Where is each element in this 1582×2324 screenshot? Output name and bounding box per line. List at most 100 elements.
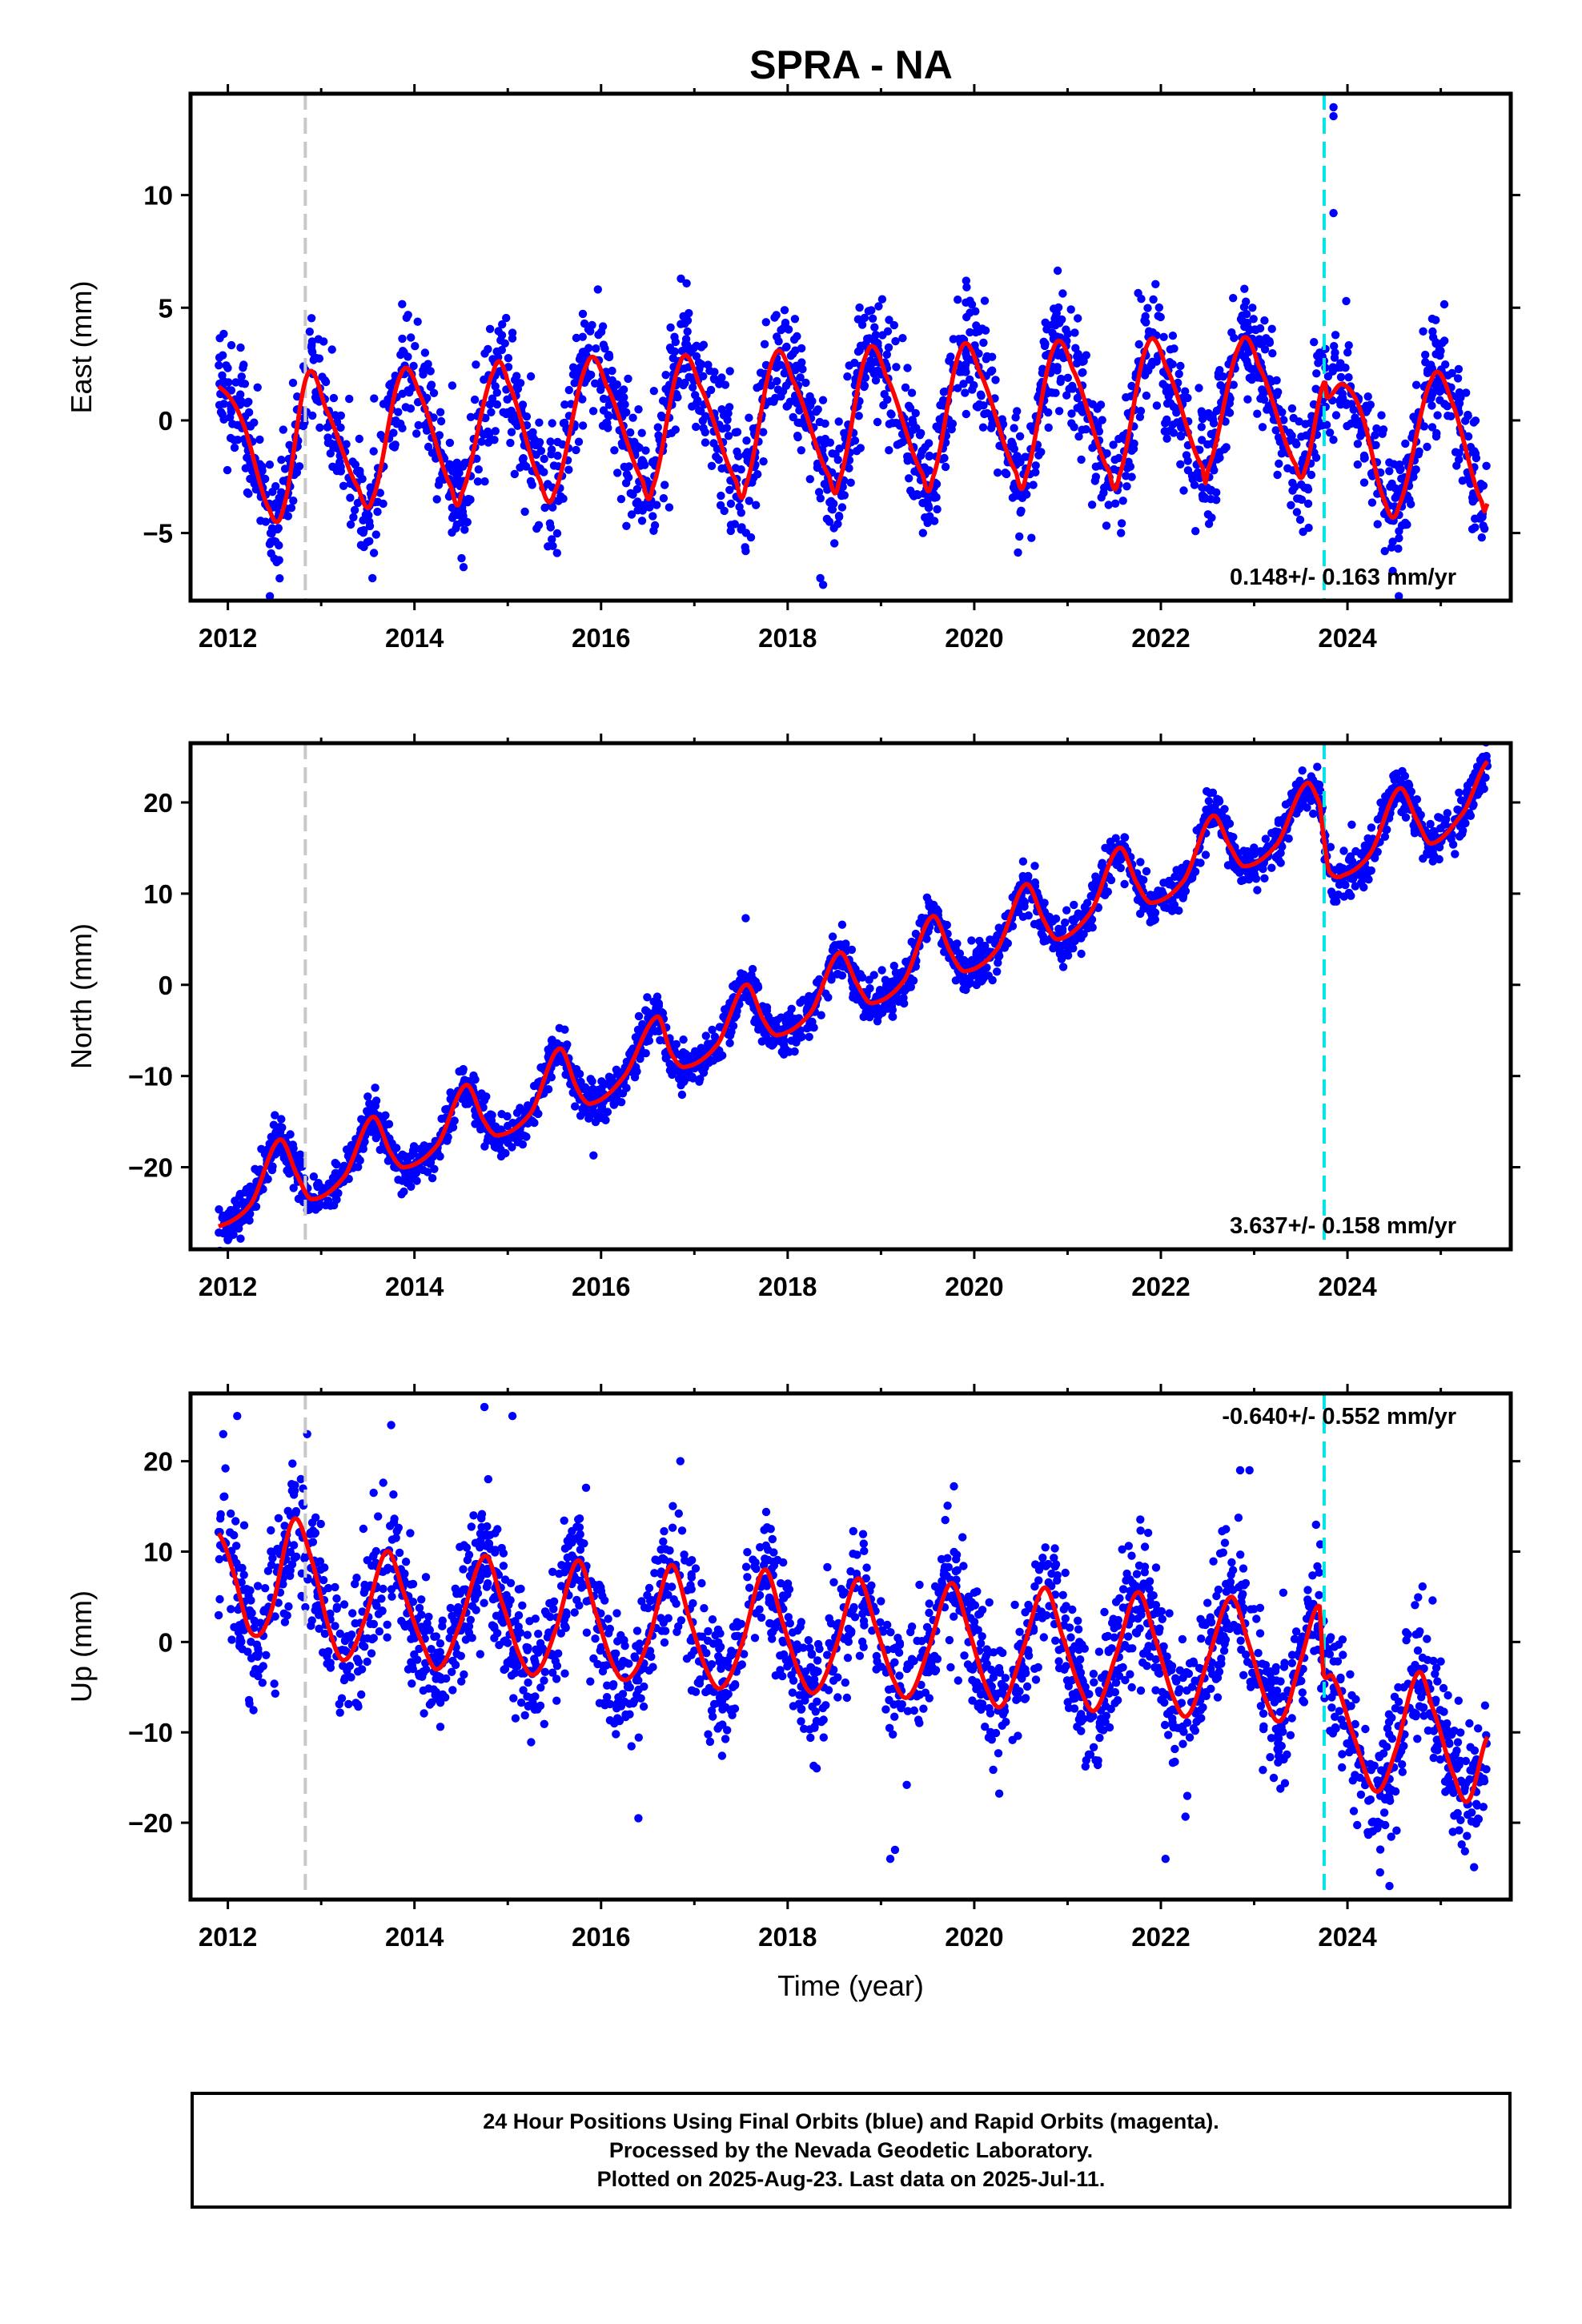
east-data-point [295, 462, 304, 471]
east-data-point [737, 465, 745, 474]
east-data-point [1247, 375, 1256, 384]
east-data-point [346, 493, 355, 502]
north-data-point [1073, 933, 1082, 943]
east-data-point [830, 539, 839, 548]
east-data-point [1323, 372, 1333, 381]
east-data-point [834, 417, 843, 426]
north-data-point [495, 1140, 504, 1149]
north-y-tick-label: 10 [143, 879, 173, 909]
east-data-point [790, 315, 800, 324]
east-data-point [379, 499, 387, 509]
east-data-point [1388, 537, 1397, 546]
north-data-point [274, 1129, 283, 1138]
east-data-point [320, 376, 330, 385]
east-data-point [613, 392, 623, 401]
north-data-point [849, 993, 857, 1002]
east-data-point [1316, 420, 1326, 429]
east-data-point [633, 506, 642, 515]
north-data-point [817, 1011, 825, 1019]
east-data-point [230, 443, 239, 452]
east-data-point [691, 391, 700, 400]
east-data-point [773, 376, 781, 386]
east-data-point [1479, 481, 1488, 490]
east-data-point [789, 412, 797, 422]
north-data-point [805, 1019, 814, 1028]
east-data-point [548, 419, 556, 428]
north-data-point [1211, 802, 1219, 812]
east-y-tick-label: −5 [143, 519, 173, 549]
east-data-point [388, 442, 397, 451]
north-data-point [972, 947, 982, 956]
east-data-point [287, 504, 296, 513]
east-data-point [782, 342, 791, 352]
north-data-point [787, 1036, 796, 1045]
east-data-point [1041, 318, 1050, 327]
east-data-point [494, 352, 503, 362]
east-data-point [1248, 304, 1257, 312]
east-data-point [271, 499, 280, 508]
east-data-point [845, 361, 853, 370]
east-data-point [1062, 391, 1071, 400]
north-data-point [1260, 874, 1269, 883]
east-data-point [568, 363, 578, 372]
north-data-point [993, 967, 1002, 976]
north-data-point [500, 1135, 509, 1144]
east-data-point [1067, 409, 1076, 418]
east-data-point [970, 380, 978, 390]
north-data-point [824, 993, 833, 1002]
east-data-point [315, 423, 324, 432]
north-data-point [289, 1184, 298, 1192]
east-data-point [358, 474, 367, 484]
east-data-point [1010, 444, 1019, 453]
east-data-point [1162, 434, 1171, 443]
east-outlier-point [818, 581, 828, 589]
north-data-point [412, 1176, 421, 1185]
east-data-point [592, 344, 600, 353]
east-data-point [448, 513, 457, 522]
east-data-point [520, 507, 529, 517]
east-data-point [1477, 533, 1487, 542]
east-data-point [1271, 426, 1280, 435]
east-data-point [546, 437, 555, 446]
east-data-point [547, 450, 556, 459]
east-data-point [369, 549, 379, 557]
east-data-point [815, 417, 825, 427]
east-data-point [1295, 515, 1305, 525]
east-data-point [722, 424, 731, 432]
east-data-point [578, 421, 588, 430]
east-data-point [671, 425, 680, 434]
east-data-point [1275, 459, 1283, 468]
north-data-point [1380, 832, 1390, 842]
north-data-point [884, 981, 893, 991]
north-data-point [679, 1035, 688, 1044]
east-data-point [659, 494, 669, 503]
east-data-point [907, 388, 917, 397]
east-data-point [801, 378, 810, 388]
east-data-point [725, 403, 734, 412]
east-data-point [978, 423, 988, 432]
north-data-point [1367, 823, 1376, 832]
east-data-point [1427, 423, 1437, 432]
east-data-point [981, 326, 990, 335]
east-data-point [235, 397, 244, 406]
east-data-point [1214, 369, 1223, 378]
east-data-point [1372, 424, 1381, 433]
north-data-point [518, 1140, 528, 1149]
east-data-point [654, 431, 663, 440]
east-data-point [564, 385, 573, 395]
east-data-point [911, 408, 920, 418]
north-data-point [1347, 820, 1356, 830]
east-data-point [346, 520, 355, 529]
east-data-point [1204, 520, 1214, 529]
north-data-point [563, 1040, 572, 1049]
east-data-point [778, 387, 788, 396]
east-data-point [453, 475, 463, 484]
east-data-point [637, 517, 647, 525]
east-x-tick-label: 2016 [572, 623, 630, 653]
north-data-point [708, 1025, 717, 1035]
north-data-point [1330, 897, 1339, 906]
north-data-point [428, 1174, 437, 1183]
east-data-point [901, 383, 910, 392]
east-data-point [657, 412, 667, 422]
east-data-point [962, 312, 971, 322]
